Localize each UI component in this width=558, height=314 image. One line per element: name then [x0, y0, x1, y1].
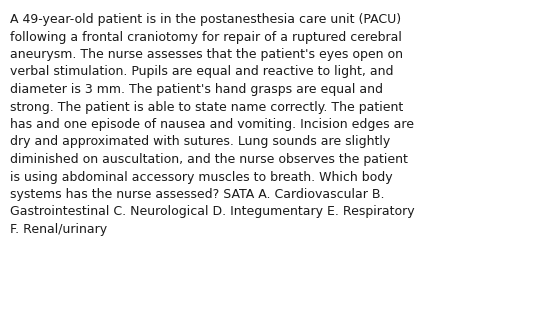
Text: A 49-year-old patient is in the postanesthesia care unit (PACU)
following a fron: A 49-year-old patient is in the postanes…	[10, 13, 415, 236]
